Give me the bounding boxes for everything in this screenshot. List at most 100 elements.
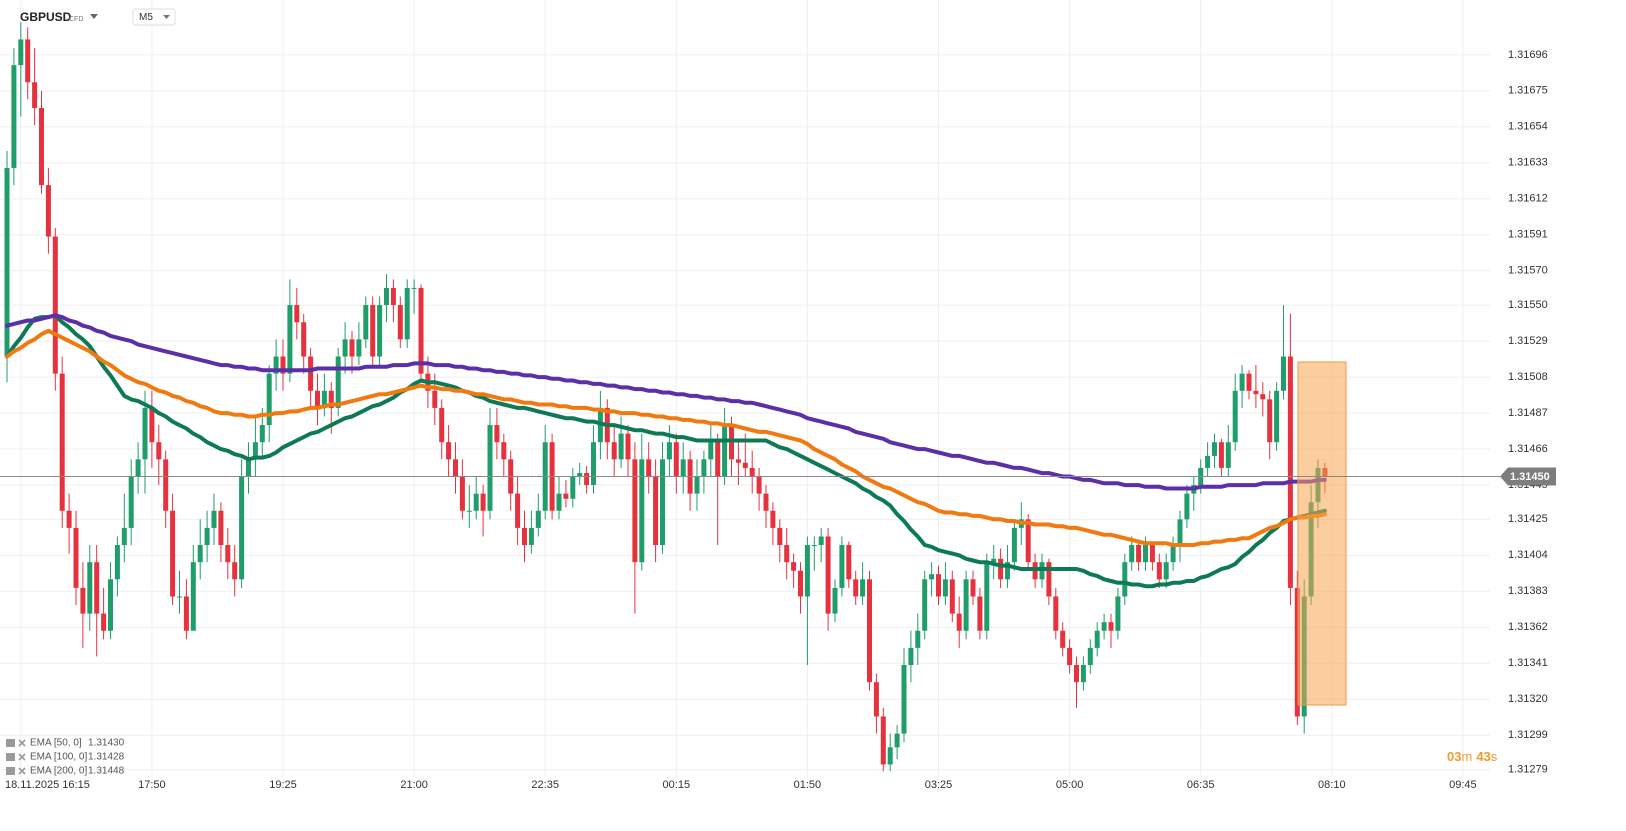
candle-body xyxy=(818,536,824,546)
candle-body xyxy=(114,545,120,580)
overlay xyxy=(1297,361,1347,706)
candle-body xyxy=(18,39,24,66)
candle-body xyxy=(763,493,769,511)
candle-body xyxy=(1163,562,1169,580)
candle-body xyxy=(660,459,665,546)
candle-body xyxy=(1274,390,1280,443)
candle-body xyxy=(432,390,438,408)
symbol[interactable]: GBPUSD xyxy=(20,10,72,24)
candle-body xyxy=(742,462,748,468)
candle-body xyxy=(101,613,107,631)
candle-body xyxy=(563,493,569,499)
candle-body xyxy=(459,476,465,511)
candle-body xyxy=(1184,493,1190,520)
candle-body xyxy=(4,167,10,357)
y-tick-label: 1.31696 xyxy=(1508,49,1548,61)
ema-line xyxy=(5,328,1327,547)
candle-body xyxy=(294,305,300,323)
candle-body xyxy=(418,287,424,374)
candle-body xyxy=(1156,562,1162,580)
candle-body xyxy=(397,305,403,340)
candle-body xyxy=(825,536,831,614)
candle-body xyxy=(1094,630,1100,648)
candle-body xyxy=(1170,545,1176,563)
candle-body xyxy=(735,459,741,463)
candle-body xyxy=(894,733,900,748)
candle-body xyxy=(315,390,320,408)
y-tick-label: 1.31529 xyxy=(1508,335,1548,347)
x-tick-label: 01:50 xyxy=(794,779,822,791)
candle-body xyxy=(880,716,886,765)
candle-body xyxy=(1149,545,1155,563)
candle-body xyxy=(225,545,231,563)
candle-body xyxy=(204,527,210,546)
candle-body xyxy=(211,510,217,528)
candle-body xyxy=(87,562,93,614)
timeframe-box[interactable] xyxy=(132,8,176,26)
legend-icon[interactable] xyxy=(6,739,15,747)
x-tick-label: 06:35 xyxy=(1187,779,1215,791)
candle-body xyxy=(142,407,148,460)
y-tick-label: 1.31404 xyxy=(1508,549,1548,561)
candle-body xyxy=(252,442,258,460)
candle-body xyxy=(1053,596,1059,631)
candle-body xyxy=(1281,356,1286,391)
candle-body xyxy=(1225,442,1231,468)
legend-value: 1.31448 xyxy=(88,766,125,777)
y-tick-label: 1.31279 xyxy=(1508,763,1548,775)
candle-body xyxy=(280,356,286,374)
candle-body xyxy=(239,476,245,580)
candle-body xyxy=(287,305,293,374)
y-tick-label: 1.31591 xyxy=(1508,229,1548,241)
timeframe[interactable]: M5 xyxy=(139,12,153,23)
candle-body xyxy=(1246,373,1252,391)
candle-body xyxy=(584,473,590,486)
legend-remove[interactable] xyxy=(18,753,26,761)
candle-body xyxy=(349,339,355,357)
y-tick-label: 1.31612 xyxy=(1508,193,1548,205)
candle-body xyxy=(32,82,38,108)
candle-body xyxy=(301,322,307,357)
candle-body xyxy=(784,545,790,563)
candle-body xyxy=(646,459,652,477)
y-tick-label: 1.31550 xyxy=(1508,299,1548,311)
candle-body xyxy=(80,587,86,614)
candle-body xyxy=(163,459,169,511)
candle-body xyxy=(59,373,65,511)
candle-body xyxy=(970,579,976,597)
candle-body xyxy=(135,459,141,477)
candle-body xyxy=(1239,373,1245,391)
candle-body xyxy=(915,630,921,648)
timeframe-dropdown[interactable] xyxy=(163,15,170,19)
legend-icon[interactable] xyxy=(6,767,15,775)
symbol-dropdown[interactable] xyxy=(90,14,98,19)
legend-remove[interactable] xyxy=(18,767,26,775)
candle-body xyxy=(618,433,624,460)
candle-body xyxy=(1205,455,1211,468)
candle-body xyxy=(404,287,410,340)
candle-body xyxy=(791,562,797,571)
legend-remove[interactable] xyxy=(18,739,26,747)
plot-area xyxy=(4,22,1328,772)
x-tick-label: 03:25 xyxy=(925,779,953,791)
candle-body xyxy=(342,339,348,357)
candle-body xyxy=(356,339,362,357)
candle-body xyxy=(128,476,134,528)
candle-body xyxy=(832,587,838,614)
x-tick-label: 19:25 xyxy=(269,779,297,791)
candle-body xyxy=(694,476,700,494)
candle-body xyxy=(494,425,500,443)
candle-body xyxy=(453,459,458,477)
candle-body xyxy=(446,442,452,460)
candle-body xyxy=(384,287,389,306)
y-tick-label: 1.31383 xyxy=(1508,585,1548,597)
candle-body xyxy=(1136,545,1142,563)
candle-body xyxy=(52,236,58,374)
x-tick-label: 08:10 xyxy=(1318,779,1346,791)
candle-body xyxy=(798,570,803,597)
candle-body xyxy=(218,510,224,546)
candle-body xyxy=(473,493,479,511)
countdown: 03m 43s xyxy=(1447,749,1498,764)
candle-body xyxy=(846,545,852,580)
legend-icon[interactable] xyxy=(6,753,15,761)
